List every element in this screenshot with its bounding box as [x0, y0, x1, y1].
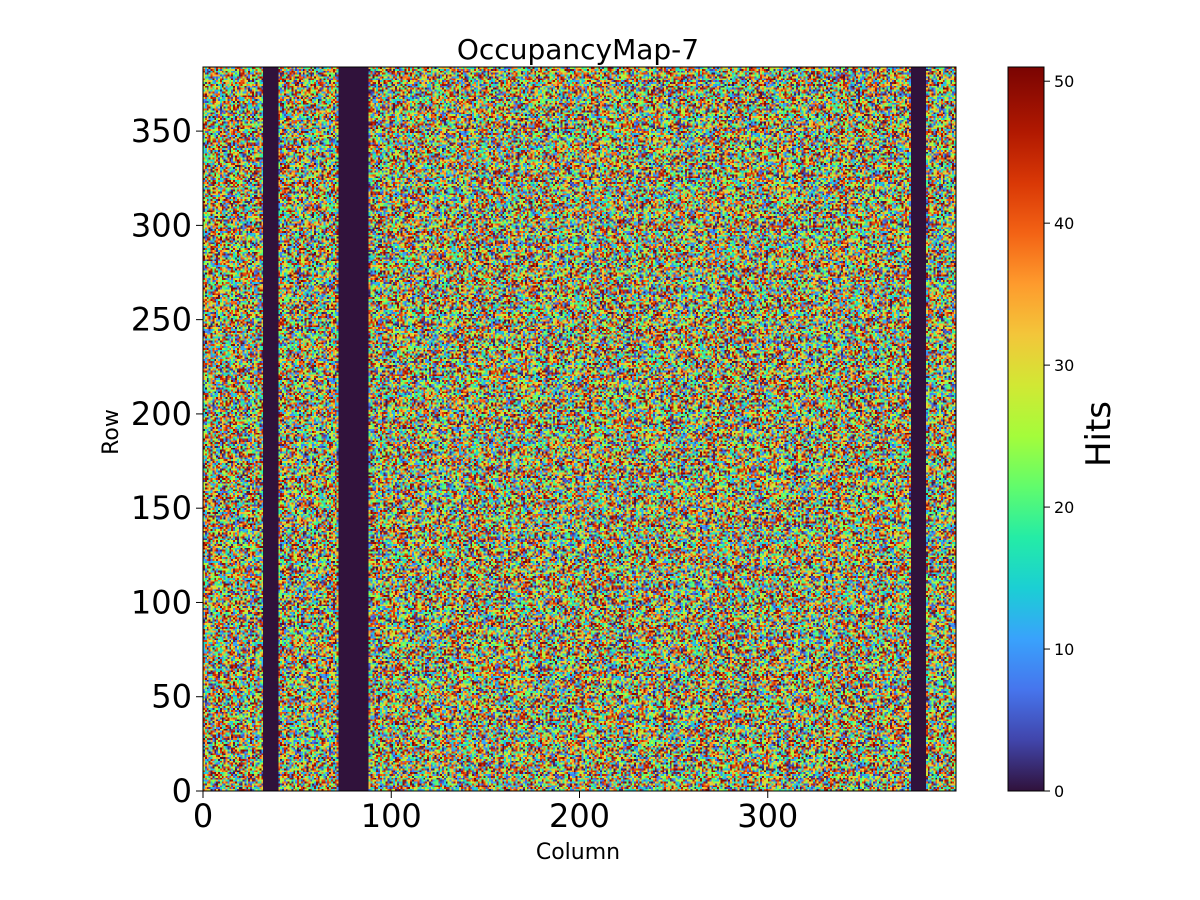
- y-axis-label: Row: [99, 409, 124, 455]
- colorbar-tick-label: 10: [1054, 640, 1074, 659]
- y-tick-label: 0: [172, 772, 192, 810]
- y-tick-label: 250: [131, 301, 192, 339]
- colorbar-tick-label: 30: [1054, 356, 1074, 375]
- heatmap-image: [203, 67, 956, 791]
- colorbar-label: Hits: [1079, 401, 1119, 467]
- y-tick-label: 200: [131, 395, 192, 433]
- x-axis-label: Column: [536, 840, 620, 865]
- colorbar-tick-label: 40: [1054, 214, 1074, 233]
- y-tick-label: 300: [131, 206, 192, 244]
- y-axis: 0 50 100 150 200 250 300 350: [131, 112, 203, 810]
- colorbar-tick-label: 50: [1054, 72, 1074, 91]
- colorbar-ticks: 0 10 20 30 40 50: [1044, 72, 1074, 801]
- x-axis: 0 100 200 300: [193, 791, 798, 835]
- y-tick-label: 150: [131, 489, 192, 527]
- y-tick-label: 100: [131, 583, 192, 621]
- plot-area: [202, 66, 957, 792]
- colorbar-tick-label: 0: [1054, 782, 1064, 801]
- colorbar: 0 10 20 30 40 50 Hits: [1007, 66, 1119, 801]
- x-tick-label: 0: [193, 797, 213, 835]
- colorbar-tick-label: 20: [1054, 498, 1074, 517]
- x-tick-label: 300: [737, 797, 798, 835]
- colorbar-gradient: [1007, 66, 1045, 792]
- x-tick-label: 200: [549, 797, 610, 835]
- y-tick-label: 50: [151, 678, 192, 716]
- y-tick-label: 350: [131, 112, 192, 150]
- x-tick-label: 100: [361, 797, 422, 835]
- chart-title: OccupancyMap-7: [457, 33, 699, 66]
